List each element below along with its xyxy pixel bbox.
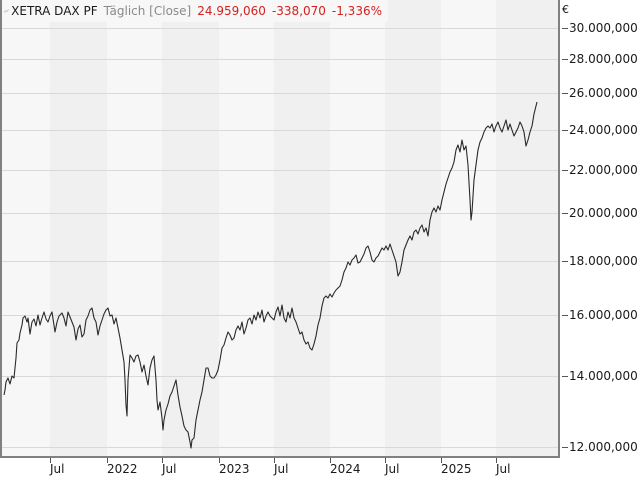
gridline xyxy=(2,93,558,94)
instrument-name: XETRA DAX PF xyxy=(11,4,98,18)
y-tick-label: 14.000,000 xyxy=(569,369,638,383)
x-tick-label: Jul xyxy=(385,462,400,476)
y-tick xyxy=(562,261,568,262)
price-change-percent: -1,336% xyxy=(331,4,382,18)
gridline xyxy=(2,213,558,214)
y-axis: 30.000,000 28.000,000 26.000,000 24.000,000… xyxy=(562,0,640,458)
y-tick xyxy=(562,28,568,29)
x-tick-label: 2023 xyxy=(219,462,250,476)
x-tick-label: Jul xyxy=(50,462,65,476)
interval-label: Täglich [Close] xyxy=(103,4,192,18)
x-tick xyxy=(274,458,275,463)
y-tick xyxy=(562,93,568,94)
gridline xyxy=(2,130,558,131)
x-tick-label: 2025 xyxy=(441,462,472,476)
y-tick-label: 22.000,000 xyxy=(569,163,638,177)
x-tick xyxy=(50,458,51,463)
gridline xyxy=(2,261,558,262)
last-price: 24.959,060 xyxy=(197,4,266,18)
line-chart-icon xyxy=(4,9,9,13)
x-tick-label: Jul xyxy=(162,462,177,476)
x-tick xyxy=(385,458,386,463)
background-band xyxy=(385,0,441,456)
y-tick-label: 26.000,000 xyxy=(569,86,638,100)
y-tick-label: 24.000,000 xyxy=(569,123,638,137)
x-tick xyxy=(496,458,497,463)
y-tick xyxy=(562,376,568,377)
x-axis: Jul 2022 Jul 2023 Jul 2024 Jul 2025 Jul xyxy=(0,458,560,480)
y-tick-label: 20.000,000 xyxy=(569,206,638,220)
x-tick-label: 2022 xyxy=(107,462,138,476)
y-tick xyxy=(562,213,568,214)
gridline xyxy=(2,447,558,448)
y-tick-label: 16.000,000 xyxy=(569,308,638,322)
background-band xyxy=(162,0,219,456)
x-tick-label: Jul xyxy=(274,462,289,476)
background-band xyxy=(496,0,558,456)
plot-area xyxy=(0,0,560,458)
price-line xyxy=(3,101,538,449)
gridline xyxy=(2,59,558,60)
x-tick xyxy=(330,458,331,463)
x-tick xyxy=(162,458,163,463)
x-tick xyxy=(441,458,442,463)
x-tick xyxy=(107,458,108,463)
y-tick-label: 18.000,000 xyxy=(569,254,638,268)
y-tick xyxy=(562,315,568,316)
y-tick-label: 30.000,000 xyxy=(569,21,638,35)
background-band xyxy=(274,0,330,456)
background-band xyxy=(50,0,107,456)
price-change: -338,070 xyxy=(271,4,326,18)
x-tick xyxy=(219,458,220,463)
y-tick xyxy=(562,59,568,60)
gridline xyxy=(2,28,558,29)
gridline xyxy=(2,376,558,377)
y-tick xyxy=(562,447,568,448)
chart-header: XETRA DAX PF Täglich [Close] 24.959,060 … xyxy=(2,0,388,22)
currency-label: € xyxy=(562,3,569,16)
y-tick xyxy=(562,170,568,171)
x-tick-label: Jul xyxy=(496,462,511,476)
gridline xyxy=(2,170,558,171)
y-tick-label: 28.000,000 xyxy=(569,52,638,66)
x-tick-label: 2024 xyxy=(330,462,361,476)
y-tick xyxy=(562,130,568,131)
y-tick-label: 12.000,000 xyxy=(569,440,638,454)
